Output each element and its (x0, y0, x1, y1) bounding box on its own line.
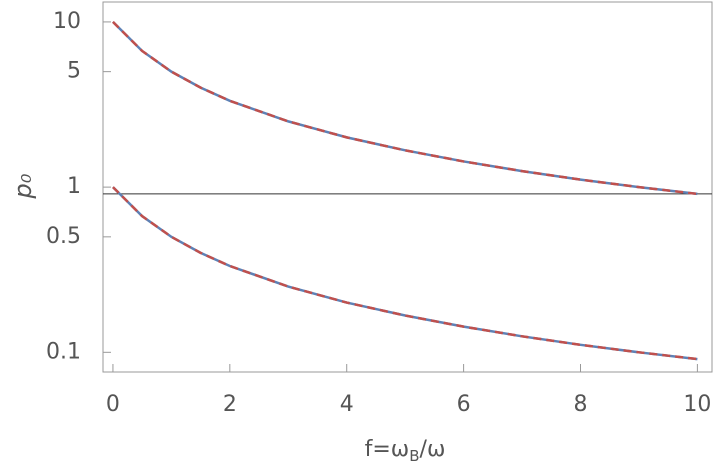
y-tick-label: 10 (53, 9, 81, 34)
x-tick-label: 8 (573, 392, 587, 417)
x-axis-label-part: f=ω (365, 437, 410, 462)
x-tick-label: 2 (223, 392, 237, 417)
y-tick-label: 1 (67, 174, 81, 199)
x-tick-label: 4 (340, 392, 354, 417)
x-axis-label-part: /ω (420, 437, 446, 462)
x-axis-label-sub: B (409, 447, 419, 465)
y-axis-label: p₀ (9, 173, 37, 199)
y-tick-label: 0.1 (46, 339, 81, 364)
series-line (112, 186, 698, 361)
series-line (112, 21, 698, 196)
series-line (112, 186, 698, 361)
x-tick-label: 6 (457, 392, 471, 417)
x-tick-label: 10 (683, 392, 711, 417)
x-tick-label: 0 (106, 392, 120, 417)
series-line (112, 21, 698, 196)
y-tick-label: 5 (67, 59, 81, 84)
x-axis-label: f=ωB/ω (365, 437, 446, 465)
y-tick-label: 0.5 (46, 224, 81, 249)
